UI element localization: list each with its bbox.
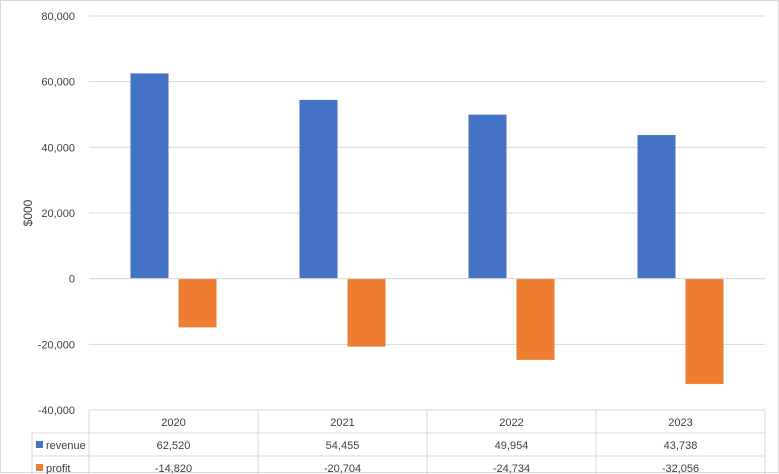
bar-profit-2023 xyxy=(685,278,724,384)
bar-revenue-2022 xyxy=(468,114,507,279)
data-label-revenue-2022: 49,954 xyxy=(495,440,529,452)
x-category-label: 2022 xyxy=(499,417,523,429)
x-category-label: 2023 xyxy=(668,417,692,429)
bars xyxy=(89,73,765,384)
y-tick-label: 0 xyxy=(69,274,75,286)
y-tick-label: 40,000 xyxy=(41,142,75,154)
legend-label-revenue: revenue xyxy=(46,440,86,452)
y-tick-label: 60,000 xyxy=(41,77,75,89)
bar-revenue-2020 xyxy=(130,73,169,279)
bar-profit-2020 xyxy=(178,278,217,328)
y-tick-label: 20,000 xyxy=(41,208,75,220)
bar-profit-2021 xyxy=(347,278,386,347)
data-label-revenue-2023: 43,738 xyxy=(664,440,698,452)
data-label-profit-2023: -32,056 xyxy=(662,463,699,474)
legend-key-profit xyxy=(36,464,43,471)
data-label-revenue-2020: 62,520 xyxy=(157,440,191,452)
y-tick-label: -40,000 xyxy=(38,405,75,417)
data-table: 2020 2021 2022 2023 revenue 62,520 54,455 49,95… xyxy=(31,409,766,474)
data-label-profit-2020: -14,820 xyxy=(155,463,192,474)
y-tick-label: -20,000 xyxy=(38,339,75,351)
bar-profit-2022 xyxy=(516,278,555,360)
legend-key-revenue xyxy=(36,441,43,448)
legend-label-profit: profit xyxy=(46,463,70,474)
y-axis-title: $000 xyxy=(21,199,35,226)
bar-revenue-2023 xyxy=(637,135,676,279)
x-category-label: 2021 xyxy=(330,417,354,429)
data-label-profit-2022: -24,734 xyxy=(493,463,530,474)
y-axis-tick-labels: -40,000 -20,000 0 20,000 40,000 60,000 80,000 xyxy=(38,11,75,417)
bar-revenue-2021 xyxy=(299,99,338,279)
y-tick-label: 80,000 xyxy=(41,11,75,23)
data-label-profit-2021: -20,704 xyxy=(324,463,361,474)
x-category-label: 2020 xyxy=(161,417,185,429)
data-label-revenue-2021: 54,455 xyxy=(326,440,360,452)
